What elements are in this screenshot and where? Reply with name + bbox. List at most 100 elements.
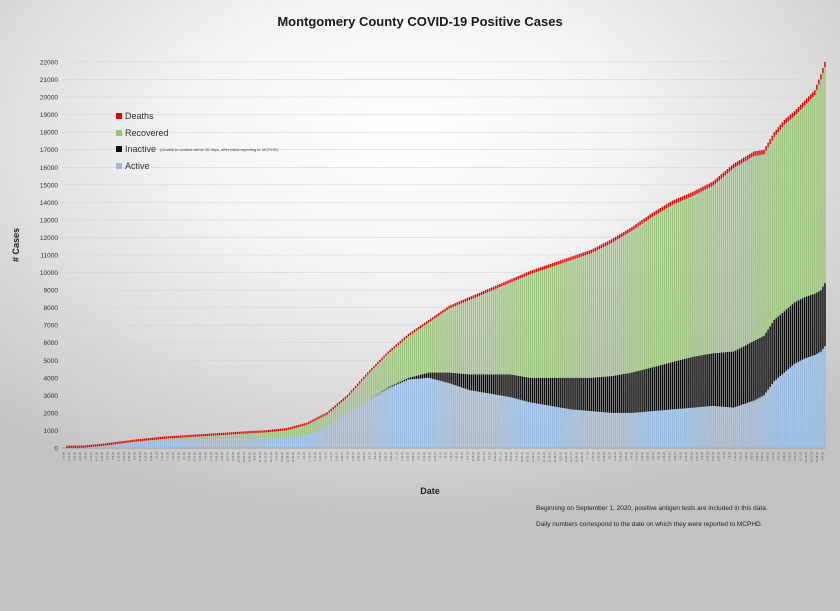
bar-recovered — [249, 433, 251, 439]
bar-active — [259, 438, 261, 448]
bar-recovered — [606, 245, 609, 377]
bar-active — [182, 439, 184, 448]
bar-deaths — [234, 431, 237, 435]
x-tick-label: 2-19-21 — [335, 451, 339, 460]
bar-recovered — [614, 240, 617, 376]
bar-deaths — [667, 203, 670, 208]
bar-active — [606, 412, 609, 448]
bar-recovered — [438, 315, 440, 373]
bar-recovered — [234, 434, 237, 439]
bar-deaths — [381, 357, 383, 360]
bar-deaths — [476, 293, 479, 297]
bar-active — [696, 407, 698, 448]
bar-active — [452, 384, 454, 448]
bar-recovered — [596, 250, 599, 378]
bar-deaths — [436, 314, 438, 317]
bar-inactive — [767, 329, 769, 390]
bar-active — [529, 402, 532, 448]
bar-deaths — [734, 162, 737, 167]
bar-recovered — [263, 432, 265, 439]
bar-inactive — [554, 377, 556, 407]
bar-deaths — [202, 434, 204, 437]
bar-deaths — [214, 433, 217, 436]
bar-active — [635, 412, 637, 448]
bar-recovered — [405, 338, 408, 379]
bar-active — [787, 369, 790, 448]
bar-deaths — [647, 215, 649, 220]
bar-inactive — [665, 363, 668, 410]
bar-recovered — [208, 435, 211, 440]
bar-deaths — [673, 199, 676, 204]
bar-deaths — [726, 169, 729, 174]
bar-deaths — [143, 438, 146, 441]
bar-recovered — [458, 304, 460, 374]
bar-active — [373, 396, 375, 448]
bar-inactive — [736, 349, 739, 407]
bar-active — [665, 409, 668, 448]
bar-recovered — [456, 305, 458, 374]
bar-inactive — [716, 352, 719, 407]
bar-deaths — [145, 438, 148, 441]
bar-recovered — [401, 341, 404, 381]
x-tick-label: 10-16-20 — [236, 451, 240, 462]
bar-recovered — [598, 249, 601, 378]
x-tick-label: 10-28-22 — [815, 451, 819, 462]
bar-deaths — [610, 239, 613, 243]
bar-deaths — [263, 430, 265, 433]
bar-inactive — [576, 377, 578, 410]
bar-recovered — [153, 439, 156, 441]
bar-active — [503, 396, 505, 448]
bar-recovered — [531, 273, 534, 378]
bar-deaths — [606, 241, 609, 246]
bar-inactive — [472, 374, 475, 391]
x-tick-label: 2-26-21 — [340, 451, 344, 460]
x-tick-label: 12-17-21 — [569, 451, 573, 462]
bar-deaths — [198, 434, 200, 437]
bar-recovered — [594, 251, 597, 378]
y-tick-label: 17000 — [40, 147, 58, 154]
bar-inactive — [700, 355, 702, 407]
x-tick-label: 2-12-21 — [329, 451, 333, 460]
bar-inactive — [442, 372, 444, 382]
bar-recovered — [639, 225, 641, 371]
bar-active — [706, 406, 708, 448]
bar-recovered — [769, 143, 771, 327]
bar-deaths — [692, 191, 694, 197]
bar-active — [568, 409, 570, 448]
bar-active — [297, 435, 300, 448]
bar-recovered — [747, 159, 749, 345]
bar-inactive — [688, 357, 690, 408]
bar-active — [98, 446, 101, 448]
bar-active — [356, 406, 359, 448]
bar-recovered — [137, 441, 139, 442]
bar-deaths — [397, 342, 400, 345]
bar-recovered — [586, 254, 588, 378]
bar-active — [161, 440, 164, 448]
bar-deaths — [226, 432, 229, 435]
bar-active — [781, 374, 784, 448]
bar-inactive — [722, 352, 725, 407]
bar-recovered — [275, 431, 278, 438]
bar-recovered — [631, 230, 633, 373]
bar-active — [820, 351, 822, 448]
bar-active — [395, 384, 397, 448]
bar-recovered — [308, 423, 310, 434]
bar-deaths — [389, 349, 391, 352]
bar-deaths — [787, 116, 790, 122]
bar-recovered — [690, 196, 692, 358]
x-tick-label: 2-11-22 — [613, 451, 617, 460]
bar-recovered — [279, 430, 282, 438]
x-tick-label: 4-9-21 — [373, 451, 377, 459]
bar-active — [206, 439, 209, 448]
bar-deaths — [621, 233, 623, 237]
bar-active — [519, 399, 521, 448]
bar-deaths — [281, 428, 284, 431]
bar-deaths — [720, 174, 723, 179]
bar-deaths — [425, 321, 428, 324]
bar-inactive — [480, 374, 483, 393]
bar-inactive — [488, 374, 491, 394]
x-tick-label: 6-26-20 — [149, 451, 153, 460]
bar-deaths — [572, 256, 574, 260]
bar-inactive — [763, 335, 765, 396]
bar-deaths — [722, 172, 725, 177]
